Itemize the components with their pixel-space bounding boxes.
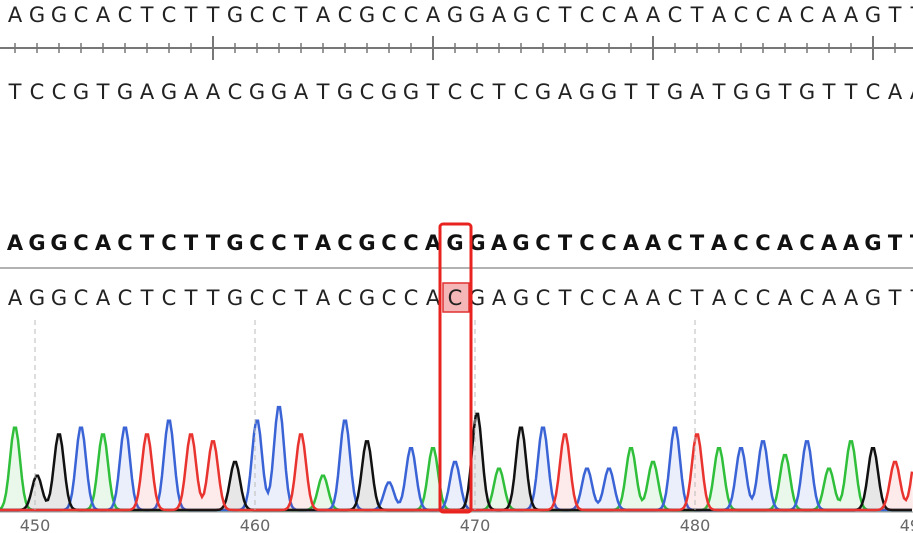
position-label: 460 [240, 516, 271, 533]
position-label: 450 [20, 516, 51, 533]
selected-column[interactable] [438, 222, 473, 514]
reference-sequence: AGGCACTCTTGCCTACGCCAGGAGCTCCAACTACCACAAG… [8, 3, 913, 27]
mismatch-highlight [442, 282, 470, 313]
trace-fill [0, 427, 913, 510]
read-sequence: AGGCACTCTTGCCTACGCCACGAGCTCCAACTACCACAAG… [8, 286, 913, 310]
position-label: 490 [900, 516, 913, 533]
consensus-sequence: AGGCACTCTTGCCTACGCCAGGAGCTCCAACTACCACAAG… [7, 231, 913, 255]
traces [0, 405, 913, 512]
position-label: 480 [680, 516, 711, 533]
position-label: 470 [460, 516, 491, 533]
complement-sequence: TCCGTGAGAACGGATGCGGTCCTCGAGGTTGATGGTGTTC… [8, 80, 913, 104]
trace [0, 433, 913, 512]
